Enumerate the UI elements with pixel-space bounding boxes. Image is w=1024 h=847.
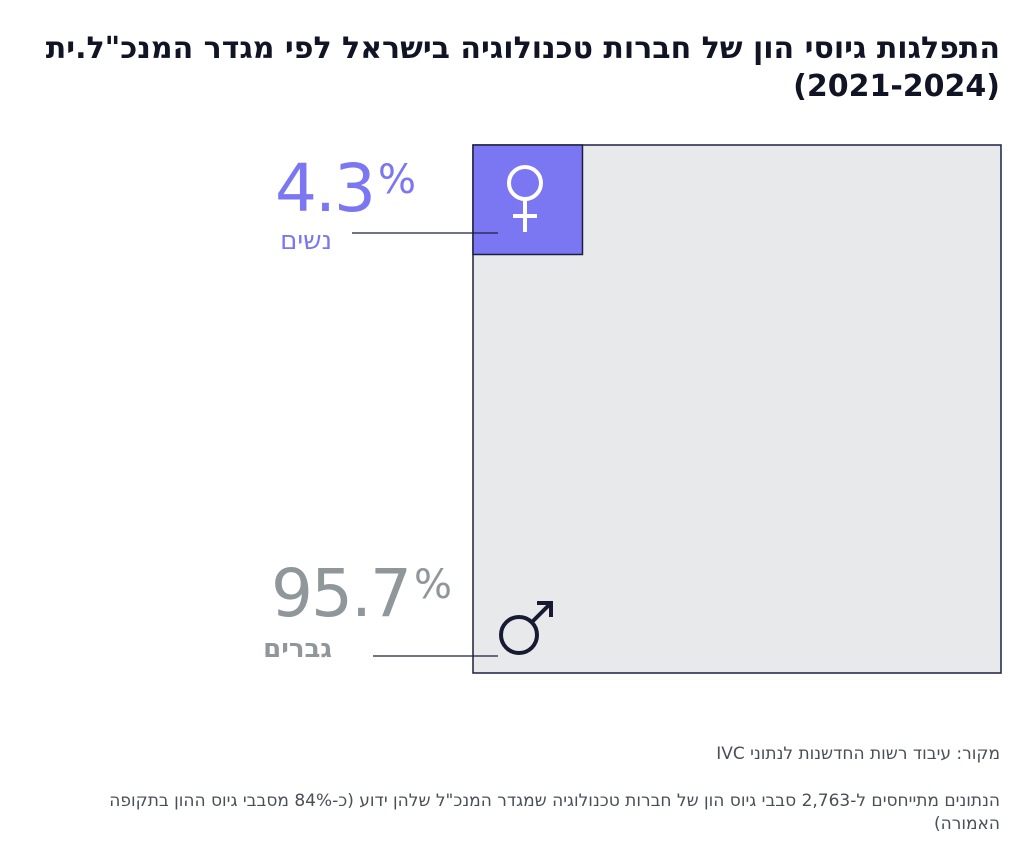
- women-percentage: 4.3%: [275, 150, 416, 227]
- men-percentage: 95.7%: [271, 555, 452, 632]
- women-value: 4.3: [275, 150, 376, 227]
- source-note: מקור: עיבוד רשות החדשנות לנתוני IVC: [716, 744, 1000, 764]
- female-symbol-icon: [507, 165, 543, 232]
- chart-title-line1: התפלגות גיוסי הון של חברות טכנולוגיה ביש…: [45, 31, 1000, 66]
- chart-title: התפלגות גיוסי הון של חברות טכנולוגיה ביש…: [20, 30, 1000, 106]
- women-unit: %: [377, 157, 416, 203]
- data-footnote: הנתונים מתייחסים ל-2,763 סבבי גיוס הון ש…: [109, 791, 1000, 834]
- male-symbol-icon: [499, 601, 553, 655]
- chart-title-line2: (2021-2024): [793, 69, 1000, 104]
- women-label: נשים: [280, 226, 332, 256]
- men-value: 95.7: [271, 555, 412, 632]
- men-unit: %: [413, 562, 452, 608]
- men-label: גברים: [263, 634, 332, 664]
